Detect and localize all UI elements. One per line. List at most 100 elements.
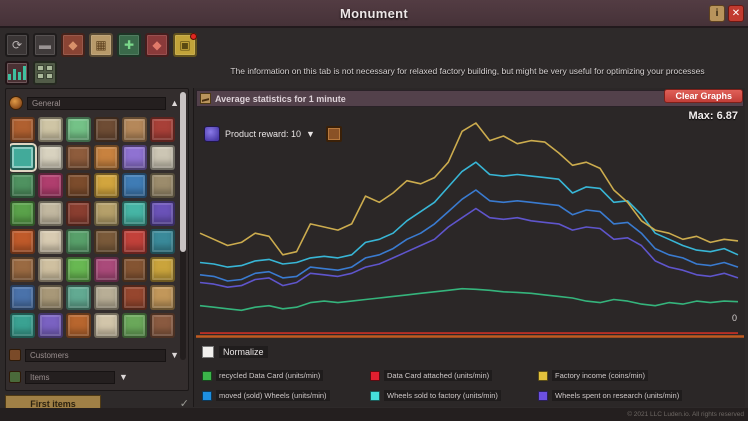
section-items-label: Items xyxy=(25,370,115,384)
legend-label: recycled Data Card (units/min) xyxy=(216,370,324,381)
item-cell[interactable] xyxy=(38,313,63,338)
item-cell[interactable] xyxy=(122,313,147,338)
tab-machines[interactable] xyxy=(33,61,57,85)
tab-statistics[interactable] xyxy=(5,61,29,85)
item-cell[interactable] xyxy=(38,285,63,310)
blueprints-tool-button[interactable]: ⟳ xyxy=(5,33,29,57)
scrollbar-thumb[interactable] xyxy=(180,92,186,252)
item-cell[interactable] xyxy=(94,257,119,282)
chart-line xyxy=(199,122,739,256)
collapse-up-icon[interactable]: ▲ xyxy=(170,97,179,108)
item-cell[interactable] xyxy=(122,257,147,282)
legend-label: Wheels spent on research (units/min) xyxy=(552,390,683,401)
alerts-tool-button[interactable]: ▣ xyxy=(173,33,197,57)
storage-tool-button[interactable]: ▦ xyxy=(89,33,113,57)
item-cell[interactable] xyxy=(94,229,119,254)
section-customers[interactable]: Customers ▼ xyxy=(9,345,179,365)
item-cell[interactable] xyxy=(38,229,63,254)
item-cell[interactable] xyxy=(150,145,175,170)
item-cell[interactable] xyxy=(150,313,175,338)
close-button[interactable]: ✕ xyxy=(728,5,744,22)
zero-axis-label: 0 xyxy=(731,313,737,323)
legend-label: Factory income (coins/min) xyxy=(552,370,649,381)
item-cell[interactable] xyxy=(122,117,147,142)
item-cell[interactable] xyxy=(10,173,35,198)
legend-item[interactable]: Wheels spent on research (units/min) xyxy=(538,386,738,405)
food-tool-button[interactable]: ◆ xyxy=(61,33,85,57)
item-cell[interactable] xyxy=(94,201,119,226)
legend-label: moved (sold) Wheels (units/min) xyxy=(216,390,330,401)
expand-down-icon[interactable]: ▼ xyxy=(170,349,179,360)
storage-tool-icon: ▦ xyxy=(95,38,107,52)
legend-item[interactable]: Factory income (coins/min) xyxy=(538,366,738,385)
normalize-checkbox[interactable] xyxy=(202,346,214,358)
item-cell[interactable] xyxy=(94,145,119,170)
graph-header-icon xyxy=(200,93,211,104)
item-cell[interactable] xyxy=(10,201,35,226)
item-cell[interactable] xyxy=(150,229,175,254)
item-cell[interactable] xyxy=(66,117,91,142)
item-cell[interactable] xyxy=(66,257,91,282)
item-cell[interactable] xyxy=(94,313,119,338)
check-icon: ✓ xyxy=(179,398,189,410)
legend-swatch-icon xyxy=(538,390,548,401)
item-cell[interactable] xyxy=(66,285,91,310)
clear-graphs-button[interactable]: Clear Graphs xyxy=(664,89,743,103)
legend-swatch-icon xyxy=(202,390,212,401)
item-cell[interactable] xyxy=(66,145,91,170)
item-cell[interactable] xyxy=(94,285,119,310)
item-cell[interactable] xyxy=(122,145,147,170)
expand-down-icon[interactable]: ▼ xyxy=(119,371,128,382)
alerts-tool-icon: ▣ xyxy=(179,38,191,52)
item-cell[interactable] xyxy=(66,313,91,338)
customers-icon xyxy=(9,349,21,361)
item-cell[interactable] xyxy=(10,313,35,338)
bottom-strip: © 2021 LLC Luden.io. All rights reserved xyxy=(0,408,748,421)
item-cell[interactable] xyxy=(122,173,147,198)
sidebar-header-label: General xyxy=(27,96,167,110)
info-button[interactable]: i xyxy=(709,5,725,22)
item-cell[interactable] xyxy=(38,117,63,142)
item-cell[interactable] xyxy=(150,117,175,142)
item-cell[interactable] xyxy=(10,257,35,282)
item-cell[interactable] xyxy=(94,173,119,198)
machine-grid-icon xyxy=(37,65,53,79)
item-cell[interactable] xyxy=(150,257,175,282)
item-cell[interactable] xyxy=(150,285,175,310)
item-cell[interactable] xyxy=(10,229,35,254)
item-cell[interactable] xyxy=(66,229,91,254)
item-cell[interactable] xyxy=(38,257,63,282)
research-tool-button[interactable]: ✚ xyxy=(117,33,141,57)
legend-item[interactable]: Wheels sold to factory (units/min) xyxy=(370,386,538,405)
market-tool-button[interactable]: ◆ xyxy=(145,33,169,57)
conveyor-tool-button[interactable]: ▬ xyxy=(33,33,57,57)
notification-badge xyxy=(190,33,197,40)
normalize-label: Normalize xyxy=(219,346,268,358)
item-cell[interactable] xyxy=(94,117,119,142)
item-cell[interactable] xyxy=(150,173,175,198)
sidebar-header[interactable]: General ▲ xyxy=(9,92,179,114)
item-cell[interactable] xyxy=(150,201,175,226)
legend-item[interactable]: moved (sold) Wheels (units/min) xyxy=(202,386,370,405)
item-cell[interactable] xyxy=(38,173,63,198)
item-cell[interactable] xyxy=(122,229,147,254)
legend-item[interactable]: recycled Data Card (units/min) xyxy=(202,366,370,385)
item-cell[interactable] xyxy=(10,285,35,310)
category-icon xyxy=(9,96,23,110)
crate-icon-button[interactable] xyxy=(325,126,342,142)
item-cell[interactable] xyxy=(66,201,91,226)
tab-notice-text: The information on this tab is not neces… xyxy=(230,66,705,76)
item-cell[interactable] xyxy=(122,201,147,226)
item-cell[interactable] xyxy=(10,117,35,142)
item-cell[interactable] xyxy=(38,201,63,226)
item-cell[interactable] xyxy=(66,173,91,198)
item-cell[interactable] xyxy=(122,285,147,310)
section-items[interactable]: Items ▼ xyxy=(9,367,179,387)
sidebar-scrollbar[interactable] xyxy=(180,92,186,360)
legend-item[interactable]: Data Card attached (units/min) xyxy=(370,366,538,385)
blueprints-tool-icon: ⟳ xyxy=(11,38,23,52)
items-icon xyxy=(9,371,21,383)
item-cell[interactable] xyxy=(38,145,63,170)
series-dropdown[interactable]: Product reward: 10 ▼ xyxy=(204,126,342,142)
item-cell[interactable] xyxy=(10,143,37,172)
